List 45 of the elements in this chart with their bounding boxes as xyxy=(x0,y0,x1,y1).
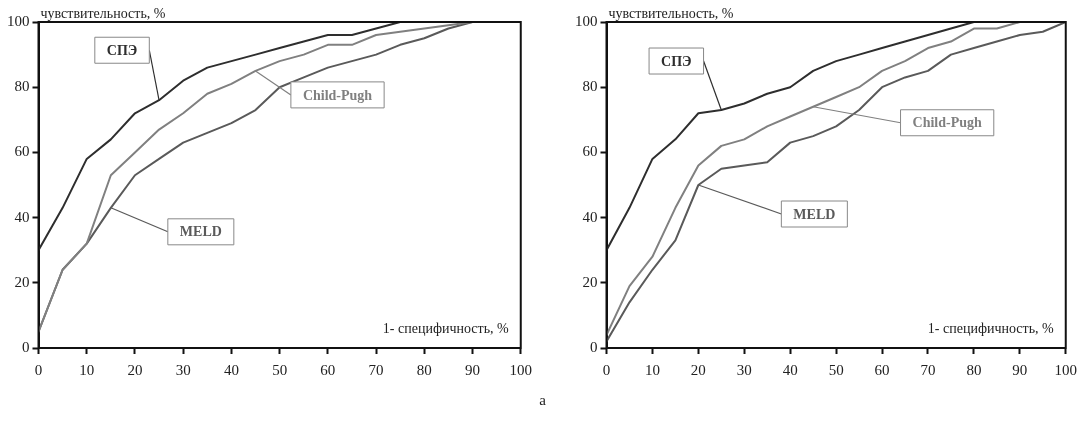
x-tick-label: 60 xyxy=(320,361,336,378)
x-tick-label: 70 xyxy=(920,361,936,378)
x-tick-label: 20 xyxy=(127,361,143,378)
text: СПЭ xyxy=(106,42,138,58)
x-tick-label: 100 xyxy=(1054,361,1077,378)
x-tick-label: 50 xyxy=(272,361,288,378)
x-tick-label: 40 xyxy=(782,361,798,378)
y-tick-label: 20 xyxy=(14,273,30,290)
y-tick-label: 0 xyxy=(590,338,598,355)
y-axis-title: чувствительность, % xyxy=(608,5,734,21)
y-tick-label: 20 xyxy=(582,273,598,290)
x-tick-label: 40 xyxy=(223,361,239,378)
text: Child-Pugh xyxy=(302,87,373,103)
x-tick-label: 50 xyxy=(828,361,844,378)
y-tick-label: 80 xyxy=(14,78,30,95)
text: а xyxy=(538,392,547,409)
text: СПЭ xyxy=(661,53,692,69)
x-tick-label: 90 xyxy=(1012,361,1028,378)
y-tick-label: 100 xyxy=(7,12,30,29)
x-tick-label: 80 xyxy=(416,361,432,378)
y-tick-label: 60 xyxy=(14,143,30,160)
x-axis-title: 1- специфичность, % xyxy=(382,320,510,336)
y-tick-label: 40 xyxy=(14,208,30,225)
x-tick-label: 60 xyxy=(874,361,890,378)
y-tick-label: 0 xyxy=(22,338,30,355)
x-tick-label: 0 xyxy=(602,361,611,378)
x-tick-label: 80 xyxy=(966,361,982,378)
x-axis-title: 1- специфичность, % xyxy=(927,320,1055,336)
text: MELD xyxy=(179,224,222,240)
y-tick-label: 40 xyxy=(582,208,598,225)
x-tick-label: 10 xyxy=(79,361,95,378)
x-tick-label: 100 xyxy=(509,361,532,378)
y-tick-label: 60 xyxy=(582,143,598,160)
text: MELD xyxy=(793,206,836,222)
y-tick-label: 100 xyxy=(575,12,598,29)
x-tick-label: 10 xyxy=(644,361,660,378)
x-tick-label: 90 xyxy=(465,361,481,378)
x-tick-label: 0 xyxy=(34,361,43,378)
y-axis-title: чувствительность, % xyxy=(40,5,166,21)
text: Child-Pugh xyxy=(912,115,982,131)
y-tick-label: 80 xyxy=(582,78,598,95)
x-tick-label: 30 xyxy=(175,361,191,378)
x-tick-label: 20 xyxy=(690,361,706,378)
x-tick-label: 30 xyxy=(736,361,752,378)
x-tick-label: 70 xyxy=(368,361,384,378)
